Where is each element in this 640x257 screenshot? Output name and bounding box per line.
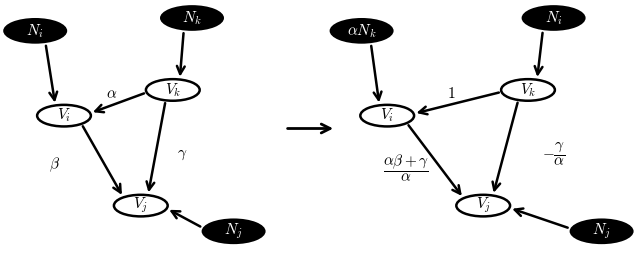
Circle shape xyxy=(330,18,394,44)
Text: $\gamma$: $\gamma$ xyxy=(177,147,188,162)
Text: $\alpha N_k$: $\alpha N_k$ xyxy=(347,22,376,40)
Text: $V_j$: $V_j$ xyxy=(133,196,148,215)
Text: $V_j$: $V_j$ xyxy=(476,196,491,215)
Circle shape xyxy=(202,218,266,244)
Circle shape xyxy=(456,195,510,216)
Text: $\alpha$: $\alpha$ xyxy=(106,86,118,101)
Text: $N_j$: $N_j$ xyxy=(593,222,611,241)
Circle shape xyxy=(360,105,414,126)
Text: $N_i$: $N_i$ xyxy=(26,22,44,40)
Circle shape xyxy=(37,105,91,126)
Text: $1$: $1$ xyxy=(447,86,456,101)
Circle shape xyxy=(522,5,586,31)
Text: $-\dfrac{\gamma}{\alpha}$: $-\dfrac{\gamma}{\alpha}$ xyxy=(542,140,565,168)
Text: $N_i$: $N_i$ xyxy=(545,9,563,27)
Circle shape xyxy=(570,218,634,244)
Circle shape xyxy=(160,5,224,31)
Circle shape xyxy=(114,195,168,216)
Text: $\beta$: $\beta$ xyxy=(49,155,60,174)
Text: $V_k$: $V_k$ xyxy=(520,81,536,99)
Circle shape xyxy=(146,79,200,101)
Text: $\dfrac{\alpha\beta+\gamma}{\alpha}$: $\dfrac{\alpha\beta+\gamma}{\alpha}$ xyxy=(383,153,429,184)
Circle shape xyxy=(3,18,67,44)
Text: $V_i$: $V_i$ xyxy=(380,107,394,124)
Text: $N_k$: $N_k$ xyxy=(182,9,202,27)
Text: $V_k$: $V_k$ xyxy=(164,81,181,99)
Circle shape xyxy=(501,79,555,101)
Text: $N_j$: $N_j$ xyxy=(225,222,243,241)
Text: $V_i$: $V_i$ xyxy=(57,107,71,124)
